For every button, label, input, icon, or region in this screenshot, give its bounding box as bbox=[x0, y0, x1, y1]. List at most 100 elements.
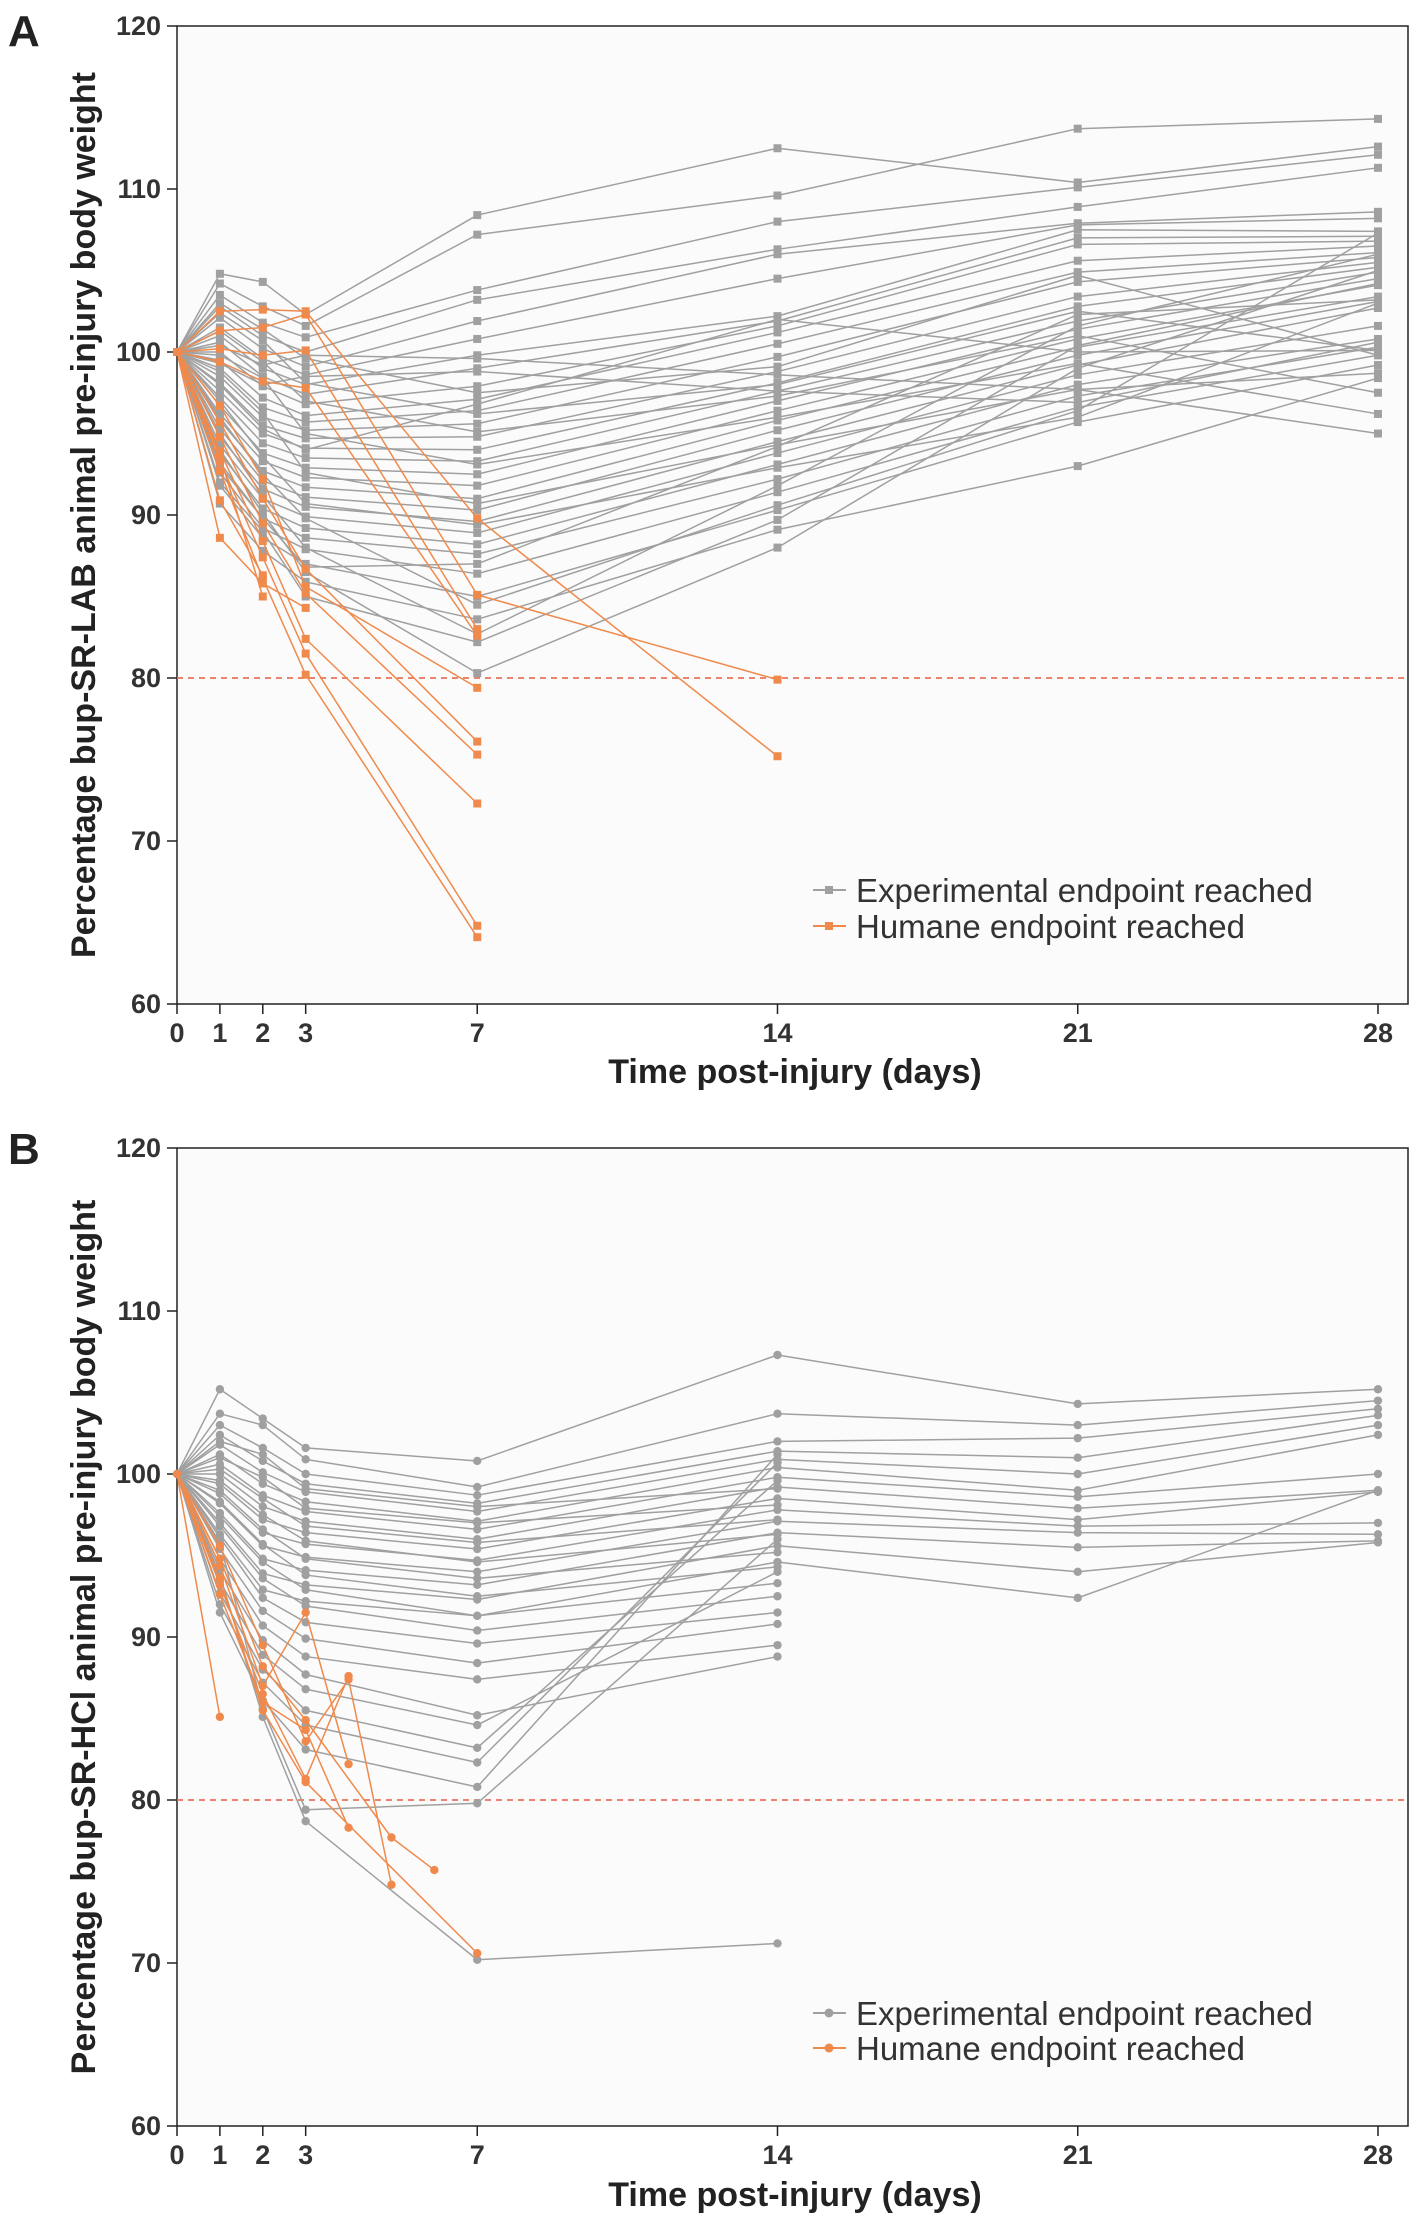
experimental-data-point bbox=[258, 336, 267, 345]
experimental-data-point bbox=[1373, 346, 1382, 355]
y-tick-label: 70 bbox=[131, 826, 161, 856]
humane-data-point bbox=[473, 737, 482, 746]
experimental-series-line-32 bbox=[176, 1473, 778, 1961]
experimental-data-point bbox=[473, 559, 482, 568]
experimental-data-point bbox=[301, 429, 310, 438]
humane-data-point bbox=[215, 452, 224, 461]
experimental-data-point bbox=[473, 528, 482, 537]
experimental-series-line-8 bbox=[177, 1473, 1379, 1540]
experimental-data-point bbox=[215, 299, 224, 308]
experimental-data-point bbox=[1373, 295, 1382, 304]
panel-b-x-axis-title: Time post-injury (days) bbox=[608, 2176, 981, 2214]
experimental-series-line-1 bbox=[176, 145, 1379, 353]
experimental-data-point bbox=[215, 1420, 225, 1430]
humane-data-point bbox=[301, 634, 310, 643]
experimental-series-line-21 bbox=[176, 1473, 778, 1617]
experimental-data-point bbox=[773, 328, 782, 337]
experimental-data-point bbox=[301, 1601, 310, 1611]
experimental-data-point bbox=[301, 1745, 310, 1754]
x-tick-label: 3 bbox=[298, 1018, 313, 1048]
experimental-data-point bbox=[473, 367, 482, 376]
humane-data-point bbox=[258, 305, 267, 314]
humane-data-point bbox=[473, 750, 482, 759]
humane-data-point bbox=[258, 494, 267, 503]
humane-data-point bbox=[473, 921, 482, 930]
experimental-series-line-4 bbox=[176, 1414, 1379, 1505]
experimental-data-point bbox=[1373, 1404, 1383, 1414]
experimental-data-point bbox=[301, 1504, 310, 1513]
experimental-data-point bbox=[773, 191, 782, 200]
experimental-data-point bbox=[215, 1385, 225, 1394]
experimental-data-point bbox=[258, 424, 267, 433]
experimental-data-point bbox=[1073, 302, 1082, 311]
experimental-data-point bbox=[773, 1640, 782, 1650]
experimental-data-point bbox=[773, 370, 782, 379]
experimental-data-point bbox=[301, 483, 310, 492]
y-tick-label: 70 bbox=[131, 1948, 161, 1978]
experimental-series-line-35 bbox=[176, 269, 1379, 674]
experimental-data-point bbox=[215, 1521, 225, 1531]
panel-b-y-axis-title: Percentage bup-SR-HCl animal pre-injury … bbox=[65, 1200, 103, 2075]
experimental-series-line-5 bbox=[176, 211, 1379, 368]
humane-data-point bbox=[473, 590, 482, 599]
experimental-data-point bbox=[1073, 1420, 1082, 1430]
experimental-data-point bbox=[1073, 183, 1082, 192]
experimental-data-point bbox=[215, 1453, 225, 1462]
experimental-series-line-23 bbox=[176, 1473, 778, 1645]
experimental-data-point bbox=[773, 525, 782, 534]
experimental-series-line-29 bbox=[176, 1462, 779, 1764]
y-tick-label: 100 bbox=[116, 1459, 161, 1489]
y-tick-label: 60 bbox=[131, 989, 161, 1019]
humane-data-point bbox=[301, 383, 310, 392]
experimental-data-point bbox=[1073, 413, 1082, 422]
experimental-data-point bbox=[1073, 1486, 1082, 1495]
experimental-data-point bbox=[1373, 207, 1382, 216]
experimental-data-point bbox=[215, 1497, 225, 1506]
experimental-data-point bbox=[1073, 240, 1082, 249]
experimental-data-point bbox=[773, 463, 782, 472]
experimental-data-point bbox=[473, 1658, 482, 1668]
experimental-data-point bbox=[1373, 274, 1382, 283]
experimental-data-point bbox=[258, 344, 267, 353]
experimental-data-point bbox=[773, 274, 782, 283]
humane-data-point bbox=[215, 466, 224, 475]
experimental-data-point bbox=[1073, 1433, 1082, 1443]
experimental-data-point bbox=[215, 1464, 225, 1474]
experimental-data-point bbox=[1373, 1518, 1383, 1528]
experimental-data-point bbox=[773, 426, 782, 435]
x-tick-label: 3 bbox=[298, 2140, 313, 2170]
experimental-series-line-19 bbox=[176, 300, 1379, 511]
experimental-data-point bbox=[301, 493, 310, 502]
humane-origin-point bbox=[172, 1469, 182, 1479]
experimental-data-point bbox=[773, 506, 782, 515]
experimental-data-point bbox=[1373, 361, 1382, 370]
experimental-data-point bbox=[473, 388, 482, 397]
experimental-data-point bbox=[1073, 202, 1082, 211]
x-tick-label: 7 bbox=[470, 1018, 485, 1048]
experimental-data-point bbox=[258, 408, 267, 417]
experimental-data-point bbox=[1073, 220, 1082, 229]
experimental-data-point bbox=[1073, 1492, 1082, 1502]
experimental-data-point bbox=[473, 550, 482, 559]
humane-data-point bbox=[473, 514, 482, 523]
panel-b-letter: B bbox=[8, 1125, 40, 1174]
experimental-data-point bbox=[773, 1484, 782, 1493]
experimental-data-point bbox=[301, 1469, 310, 1479]
experimental-data-point bbox=[1373, 279, 1382, 288]
panel-a-x-axis-title: Time post-injury (days) bbox=[608, 1053, 981, 1091]
humane-series-line-11 bbox=[176, 351, 307, 609]
experimental-data-point bbox=[258, 361, 267, 370]
experimental-series-line-18 bbox=[176, 295, 1379, 500]
experimental-data-point bbox=[1073, 1521, 1082, 1531]
experimental-data-point bbox=[1073, 348, 1082, 356]
humane-data-point bbox=[301, 564, 310, 573]
experimental-data-point bbox=[258, 403, 267, 412]
experimental-data-point bbox=[215, 462, 224, 471]
experimental-data-point bbox=[258, 1450, 267, 1459]
experimental-data-point bbox=[473, 1574, 482, 1583]
panel-a-plot-area bbox=[176, 25, 1409, 1005]
legend-experimental-marker bbox=[825, 886, 833, 894]
experimental-data-point bbox=[215, 1409, 225, 1418]
experimental-data-point bbox=[215, 413, 224, 422]
experimental-data-point bbox=[1073, 398, 1082, 407]
